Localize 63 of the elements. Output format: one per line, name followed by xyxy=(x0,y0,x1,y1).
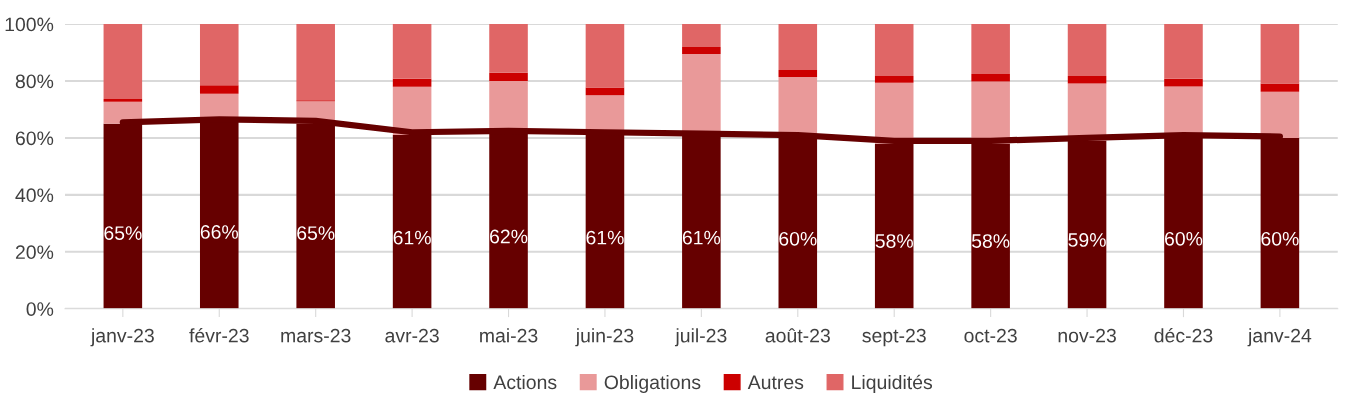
y-tick-label: 60% xyxy=(15,131,54,146)
bar xyxy=(585,87,625,96)
data-label: 60% xyxy=(1165,231,1203,246)
data-label: 60% xyxy=(779,231,817,246)
x-tick-label: juil-23 xyxy=(674,328,727,347)
legend-label: Obligations xyxy=(604,374,701,394)
data-label: 62% xyxy=(490,229,528,244)
bar xyxy=(874,24,914,76)
bar xyxy=(199,85,239,94)
bar xyxy=(1067,24,1107,76)
data-label: 65% xyxy=(297,226,335,240)
legend-label: Liquidités xyxy=(852,374,933,394)
bar xyxy=(1164,78,1203,87)
legend-label: Actions xyxy=(493,374,557,390)
x-tick-label: déc-23 xyxy=(1154,327,1213,343)
bar xyxy=(392,24,432,79)
x-tick-label: mai-23 xyxy=(480,328,538,343)
bar xyxy=(489,24,528,73)
bar xyxy=(778,69,818,78)
x-tick-label: mars-23 xyxy=(281,328,351,343)
x-tick-label: oct-23 xyxy=(964,328,1017,343)
y-tick-label: 100% xyxy=(5,17,54,32)
bar xyxy=(682,47,721,54)
data-label: 60% xyxy=(1261,231,1299,246)
bar xyxy=(1260,24,1300,84)
bar xyxy=(778,24,818,70)
y-tick-label: 20% xyxy=(15,245,54,260)
y-tick-label: 40% xyxy=(15,188,54,203)
x-tick-label: janv-23 xyxy=(90,328,154,347)
y-tick-label: 0% xyxy=(26,302,54,317)
x-tick-label: sept-23 xyxy=(862,328,926,347)
x-tick-label: janv-24 xyxy=(1247,328,1312,347)
data-label: 66% xyxy=(200,225,239,239)
bar xyxy=(1164,24,1203,79)
data-label: 59% xyxy=(1068,233,1106,247)
bar xyxy=(199,24,239,86)
bar xyxy=(1067,75,1107,84)
y-tick-label: 80% xyxy=(15,74,54,89)
data-label: 61% xyxy=(393,230,431,245)
x-tick-label: nov-23 xyxy=(1058,328,1116,343)
bar xyxy=(1260,83,1300,92)
bar xyxy=(1260,91,1300,138)
bar xyxy=(392,78,432,87)
bar xyxy=(103,98,143,102)
bar xyxy=(296,24,335,101)
data-label: 58% xyxy=(875,234,913,248)
bar xyxy=(103,24,143,99)
x-tick-label: août-23 xyxy=(765,328,830,343)
bar xyxy=(682,24,721,48)
bar xyxy=(489,72,528,81)
x-tick-label: juin-23 xyxy=(575,328,634,347)
bar xyxy=(874,75,914,83)
bar xyxy=(585,24,625,88)
data-label: 58% xyxy=(971,234,1010,248)
data-label: 65% xyxy=(104,226,142,240)
x-tick-label: avr-23 xyxy=(385,328,439,343)
x-tick-label: févr-23 xyxy=(189,327,249,343)
bar xyxy=(971,81,1010,144)
data-label: 61% xyxy=(682,230,721,245)
bar xyxy=(971,73,1010,82)
data-label: 61% xyxy=(586,230,624,245)
bar xyxy=(971,24,1010,74)
legend-label: Autres xyxy=(747,375,804,390)
